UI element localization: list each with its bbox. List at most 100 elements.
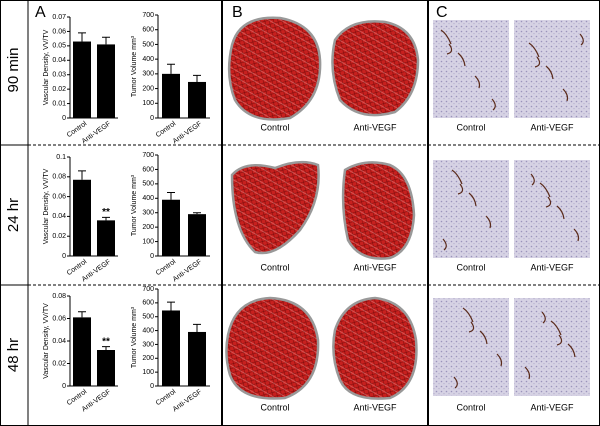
bar — [188, 81, 206, 118]
image-caption: Anti-VEGF — [530, 402, 574, 412]
vessel — [579, 33, 584, 46]
vessel — [556, 334, 563, 346]
y-tick-label: 0.05 — [52, 43, 66, 50]
vessel — [545, 196, 552, 208]
vessel — [468, 192, 477, 207]
image-caption: Control — [456, 122, 485, 132]
error-bar — [193, 74, 201, 82]
y-tick-label: 300 — [142, 210, 154, 217]
y-tick-label: 0 — [150, 383, 154, 390]
vessel — [442, 238, 447, 251]
error-bar — [102, 346, 110, 350]
y-tick-label: 0.06 — [52, 193, 66, 200]
image-caption: Anti-VEGF — [353, 122, 397, 132]
y-tick-label: 200 — [142, 224, 154, 231]
y-tick-label: 400 — [142, 56, 154, 63]
error-bar — [167, 301, 175, 311]
error-bar — [78, 311, 86, 318]
vessel — [462, 307, 474, 323]
y-tick-label: 500 — [142, 181, 154, 188]
error-bar — [193, 323, 201, 332]
vessel — [453, 376, 458, 389]
error-bar — [78, 170, 86, 180]
y-tick-label: 0.04 — [52, 338, 66, 345]
panel-label: A — [35, 4, 46, 21]
y-tick-label: 0.02 — [52, 360, 66, 367]
y-tick-label: 0.02 — [52, 86, 66, 93]
y-tick-label: 400 — [142, 195, 154, 202]
bar — [97, 44, 115, 118]
tumor-render — [227, 16, 322, 121]
image-caption: Control — [260, 402, 289, 412]
image-caption: Anti-VEGF — [530, 262, 574, 272]
image-caption: Control — [260, 262, 289, 272]
image-caption: Control — [260, 122, 289, 132]
y-tick-label: 0 — [62, 383, 66, 390]
vessel — [530, 173, 535, 186]
error-bar — [167, 63, 175, 74]
bar — [73, 317, 91, 386]
x-tick-label: Anti-VEGF — [172, 388, 203, 413]
histology-image — [514, 298, 590, 396]
y-tick-label: 400 — [142, 327, 154, 334]
error-bar — [102, 36, 110, 45]
x-tick-label: Anti-VEGF — [172, 258, 203, 283]
tumor-render — [230, 160, 320, 255]
histology-image — [433, 298, 509, 396]
vessel — [451, 169, 463, 185]
y-tick-label: 500 — [142, 314, 154, 321]
vessel — [528, 42, 540, 58]
y-axis-label: Vascular Density, VV/TV — [43, 303, 50, 379]
error-bar — [78, 32, 86, 42]
vessel — [562, 88, 569, 102]
error-bar — [167, 192, 175, 200]
y-tick-label: 0.04 — [52, 213, 66, 220]
bar — [162, 73, 180, 118]
y-tick-label: 0.07 — [52, 14, 66, 21]
vessel — [479, 330, 488, 345]
vessel — [491, 98, 496, 111]
histology-image — [433, 20, 509, 118]
tumor-render — [331, 20, 420, 117]
y-tick-label: 300 — [142, 71, 154, 78]
vessel — [457, 52, 466, 67]
vessel — [541, 311, 546, 324]
vessel — [524, 366, 531, 380]
bar — [162, 199, 180, 256]
panel-label: B — [232, 4, 243, 21]
y-axis-label: Vascular Density, VV/TV — [43, 168, 50, 244]
bar — [97, 220, 115, 256]
vessel — [573, 228, 580, 242]
row-label: 48 hr — [5, 338, 22, 372]
y-axis-label: Vascular Density, VV/TV — [43, 29, 50, 105]
bar — [188, 331, 206, 386]
significance-label: ** — [102, 336, 110, 347]
y-tick-label: 0 — [62, 253, 66, 260]
error-bar — [102, 216, 110, 221]
image-caption: Control — [456, 262, 485, 272]
vessel — [496, 353, 503, 367]
y-tick-label: 0 — [150, 253, 154, 260]
y-tick-label: 0.01 — [52, 100, 66, 107]
image-caption: Anti-VEGF — [353, 402, 397, 412]
image-caption: Control — [456, 402, 485, 412]
vessel — [539, 182, 551, 198]
y-axis-label: Tumor Volume mm³ — [131, 174, 138, 236]
y-tick-label: 0.06 — [52, 315, 66, 322]
x-tick-label: Control — [155, 258, 178, 277]
y-tick-label: 0 — [150, 115, 154, 122]
y-tick-label: 0.04 — [52, 57, 66, 64]
y-tick-label: 100 — [142, 369, 154, 376]
tumor-render — [341, 161, 416, 260]
y-tick-label: 500 — [142, 41, 154, 48]
histology-image — [433, 160, 509, 258]
vessel — [556, 205, 565, 220]
y-tick-label: 200 — [142, 355, 154, 362]
image-caption: Anti-VEGF — [353, 262, 397, 272]
y-tick-label: 0 — [62, 115, 66, 122]
bar — [73, 179, 91, 256]
y-tick-label: 100 — [142, 100, 154, 107]
histology-image — [514, 160, 590, 258]
vessel — [474, 75, 481, 89]
